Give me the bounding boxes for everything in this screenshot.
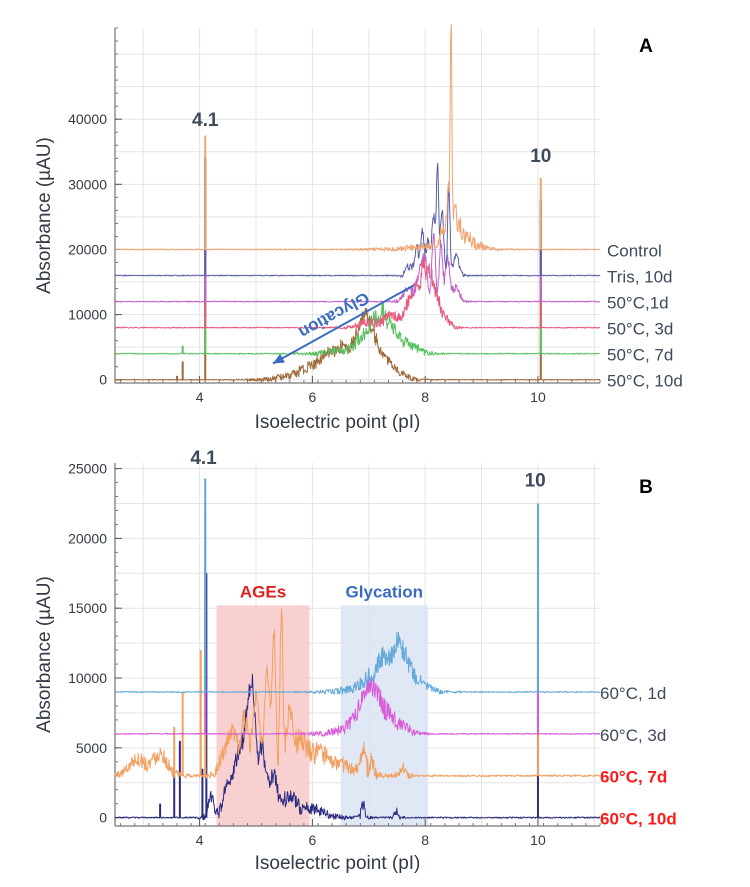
x-tick-label: 10 — [530, 832, 546, 848]
y-axis-label: Absorbance (µAU) — [34, 137, 55, 294]
x-tick-label: 4 — [196, 832, 204, 848]
peak-label: 4.1 — [190, 448, 217, 469]
x-tick-label: 8 — [421, 832, 429, 848]
series-line — [114, 252, 601, 330]
series-label: 50°C, 7d — [607, 346, 673, 365]
series-label: 60°C, 10d — [600, 810, 677, 829]
glycation-arrowhead — [272, 353, 285, 364]
region-band — [216, 605, 310, 826]
series-label: Tris, 10d — [607, 268, 673, 287]
series-line — [114, 24, 601, 252]
y-tick-label: 40000 — [68, 111, 107, 127]
series-line — [114, 674, 601, 737]
peak-label: 4.1 — [192, 110, 219, 131]
y-axis-label: Absorbance (µAU) — [34, 576, 55, 733]
panel-a-chart: 4 6 8 10 0 10000 20000 30000 40000 Isoelectric po… — [34, 24, 683, 433]
region-label: AGEs — [240, 582, 286, 601]
y-tick-label: 20000 — [68, 530, 107, 546]
series-label: 60°C, 3d — [600, 726, 666, 745]
x-tick-label: 8 — [421, 389, 429, 405]
x-axis-label: Isoelectric point (pI) — [255, 412, 421, 433]
series-line — [114, 162, 601, 278]
glycation-arrow — [272, 284, 415, 365]
y-tick-label: 20000 — [68, 241, 107, 257]
x-tick-label: 6 — [308, 389, 316, 405]
series-label: 60°C, 1d — [600, 684, 666, 703]
y-tick-label: 10000 — [68, 670, 107, 686]
y-tick-label: 25000 — [68, 461, 107, 477]
series-line — [114, 301, 601, 356]
y-tick-label: 15000 — [68, 600, 107, 616]
x-tick-label: 10 — [530, 389, 546, 405]
series-label: Control — [607, 241, 662, 260]
y-tick-label: 0 — [99, 810, 107, 826]
series-line — [114, 233, 601, 304]
series-line — [114, 673, 601, 821]
series-label: 50°C,1d — [607, 294, 669, 313]
x-tick-label: 6 — [308, 832, 316, 848]
panel-b-chart: AGEs Glycation 4 6 8 10 0 5000 10000 15000 20000 25… — [34, 448, 677, 874]
panel-letter: A — [639, 36, 653, 57]
peak-label: 10 — [530, 146, 551, 167]
y-tick-label: 5000 — [76, 740, 107, 756]
y-tick-label: 30000 — [68, 176, 107, 192]
series-label: 60°C, 7d — [600, 768, 667, 787]
region-label: Glycation — [346, 582, 423, 601]
series-line — [114, 631, 601, 695]
series-label: 50°C, 3d — [607, 320, 673, 339]
panel-letter: B — [639, 477, 653, 498]
x-axis-label: Isoelectric point (pI) — [255, 853, 421, 874]
y-tick-label: 0 — [99, 372, 107, 388]
series-label: 50°C, 10d — [607, 372, 683, 391]
peak-label: 10 — [525, 470, 546, 491]
series-line — [114, 608, 601, 780]
x-tick-label: 4 — [196, 389, 204, 405]
y-tick-label: 10000 — [68, 307, 107, 323]
